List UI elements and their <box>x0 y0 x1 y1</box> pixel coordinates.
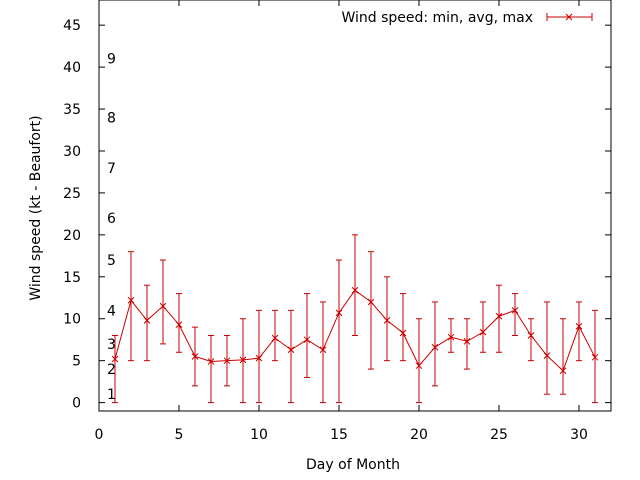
beaufort-label: 5 <box>107 253 116 269</box>
avg-data-point <box>351 286 359 294</box>
legend-label: Wind speed: min, avg, max <box>341 10 533 26</box>
avg-data-point <box>127 296 135 304</box>
avg-data-point <box>303 336 311 344</box>
avg-data-point <box>383 317 391 324</box>
beaufort-label: 9 <box>107 52 116 68</box>
beaufort-label: 7 <box>107 161 116 177</box>
avg-data-point <box>463 338 471 345</box>
x-tick-label: 0 <box>95 427 104 443</box>
beaufort-label: 8 <box>107 110 116 126</box>
avg-data-point <box>271 334 279 342</box>
avg-data-point <box>495 312 503 320</box>
x-tick-label: 10 <box>250 427 268 443</box>
avg-data-point <box>223 357 231 365</box>
y-tick-label: 25 <box>63 186 81 202</box>
avg-data-point <box>159 302 167 310</box>
y-tick-label: 40 <box>63 60 81 76</box>
beaufort-label: 3 <box>107 337 116 353</box>
avg-data-point <box>543 352 551 359</box>
avg-data-point <box>319 346 327 354</box>
avg-data-point <box>143 317 151 324</box>
x-tick-label: 5 <box>175 427 184 443</box>
y-tick-label: 10 <box>63 312 81 328</box>
x-tick-label: 20 <box>410 427 428 443</box>
y-tick-label: 45 <box>63 18 81 34</box>
avg-data-point <box>175 321 183 328</box>
x-tick-label: 15 <box>330 427 348 443</box>
beaufort-label: 1 <box>107 387 116 403</box>
x-axis-label: Day of Month <box>306 457 400 473</box>
avg-data-point <box>255 354 263 362</box>
legend-marker-b <box>565 13 573 21</box>
y-tick-label: 15 <box>63 270 81 286</box>
avg-data-point <box>479 328 487 336</box>
avg-data-point <box>511 306 519 314</box>
avg-data-point <box>431 343 439 351</box>
beaufort-label: 2 <box>107 362 116 378</box>
avg-data-point <box>591 353 599 361</box>
avg-data-point <box>191 353 199 360</box>
legend: Wind speed: min, avg, max <box>341 10 593 26</box>
beaufort-label: 4 <box>107 303 116 319</box>
plot-frame <box>98 0 612 412</box>
avg-data-point <box>527 332 535 339</box>
avg-data-point <box>111 355 119 363</box>
avg-data-point <box>367 298 375 306</box>
avg-data-point <box>575 322 583 330</box>
avg-data-point <box>239 356 247 364</box>
avg-data-point <box>207 358 215 365</box>
avg-data-point <box>415 362 423 370</box>
y-axis-label: Wind speed (kt - Beaufort) <box>28 115 44 300</box>
beaufort-label: 6 <box>107 211 116 227</box>
avg-data-point <box>335 309 343 317</box>
x-tick-label: 25 <box>490 427 508 443</box>
avg-data-point <box>287 346 295 354</box>
y-tick-label: 5 <box>72 354 81 370</box>
avg-data-point <box>447 333 455 341</box>
x-tick-label: 30 <box>570 427 588 443</box>
y-tick-label: 0 <box>72 396 81 412</box>
avg-data-point <box>399 329 407 337</box>
y-tick-label: 35 <box>63 102 81 118</box>
avg-data-point <box>559 367 567 375</box>
y-tick-label: 30 <box>63 144 81 160</box>
y-tick-label: 20 <box>63 228 81 244</box>
